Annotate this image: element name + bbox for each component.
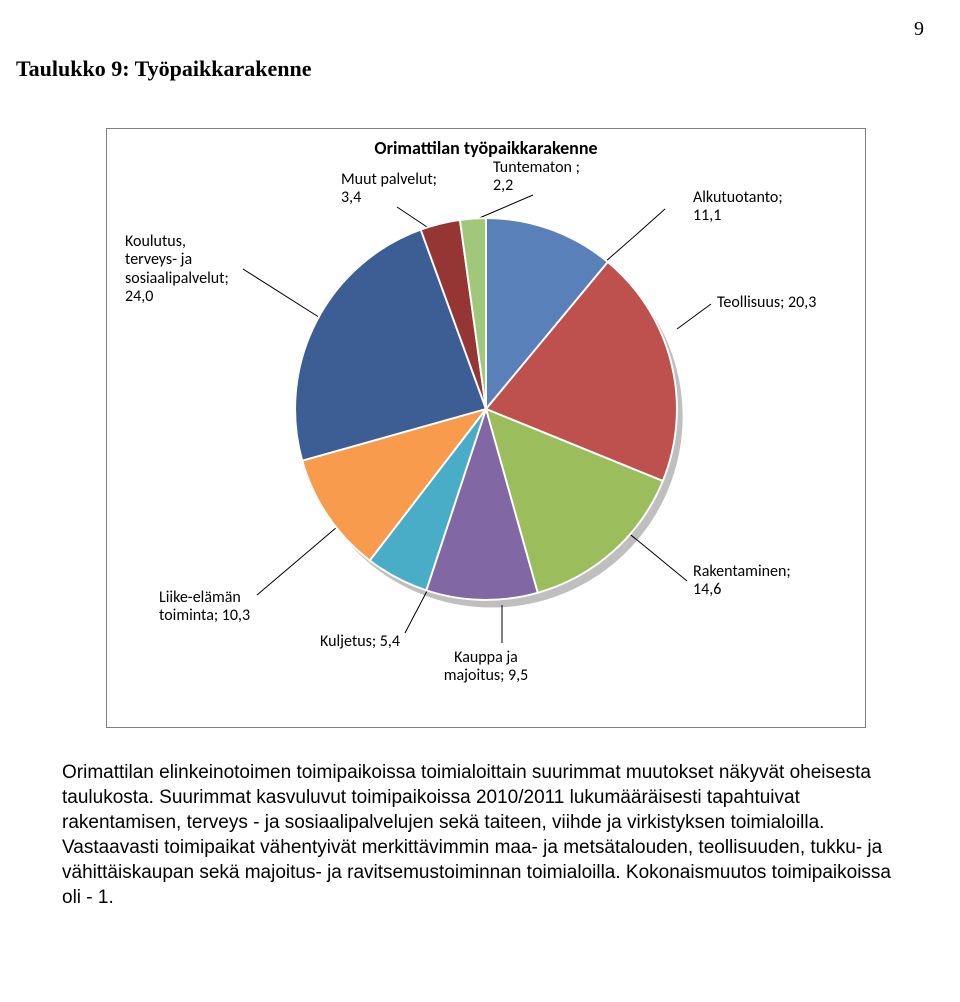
slice-label-alkutuotanto: Alkutuotanto; 11,1 [693, 189, 783, 226]
body-paragraph: Orimattilan elinkeinotoimen toimipaikois… [62, 760, 898, 910]
slice-label-kauppa-ja-majoitus: Kauppa ja majoitus; 9,5 [107, 649, 865, 686]
slice-label-kuljetus: Kuljetus; 5,4 [320, 633, 400, 651]
table-heading: Taulukko 9: Työpaikkarakenne [16, 56, 312, 82]
slice-label-teollisuus: Teollisuus; 20,3 [717, 294, 816, 312]
pie-chart-svg [276, 199, 696, 619]
pie-wrap [276, 199, 696, 619]
document-page: 9 Taulukko 9: Työpaikkarakenne Orimattil… [0, 0, 960, 1002]
page-number: 9 [914, 18, 924, 41]
pie-chart-frame: Orimattilan työpaikkarakenne Alkutuotant… [106, 128, 866, 728]
chart-title: Orimattilan työpaikkarakenne [107, 137, 865, 159]
slice-label-liike-el-m-n-toiminta: Liike-elämän toiminta; 10,3 [159, 589, 250, 626]
slice-label-rakentaminen: Rakentaminen; 14,6 [693, 563, 791, 600]
slice-label-koulutus-terveys-ja-sosiaalipalvelut: Koulutus, terveys- ja sosiaalipalvelut; … [125, 233, 229, 307]
slice-label-muut-palvelut: Muut palvelut; 3,4 [341, 171, 437, 208]
slice-label-tuntematon: Tuntematon ; 2,2 [493, 159, 580, 196]
